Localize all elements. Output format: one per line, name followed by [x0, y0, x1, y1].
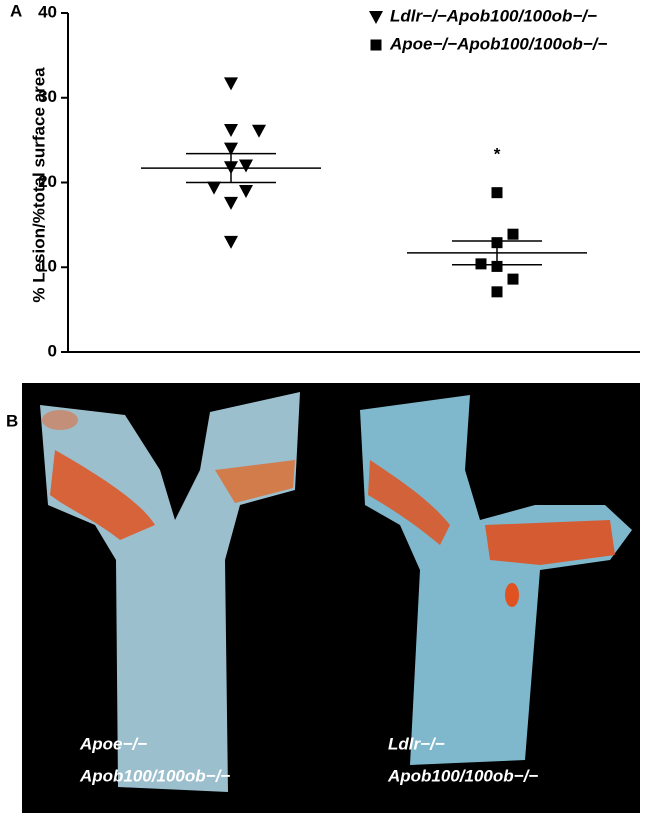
panel-label: B	[6, 411, 18, 430]
data-point	[475, 258, 487, 270]
data-point	[252, 124, 266, 138]
y-tick-label: 40	[38, 2, 57, 21]
data-point	[224, 77, 238, 91]
photo-label: Apob100/100ob−/−	[79, 766, 230, 785]
data-point	[507, 228, 519, 240]
legend-marker	[369, 11, 383, 24]
data-point	[507, 273, 519, 285]
data-point	[224, 196, 238, 210]
lesion	[42, 410, 78, 430]
data-point	[224, 235, 238, 249]
data-point	[491, 286, 503, 298]
data-point	[224, 142, 238, 156]
lesion	[505, 583, 519, 607]
photo	[22, 383, 640, 813]
y-tick-label: 30	[38, 87, 57, 106]
data-point	[491, 187, 503, 199]
photo-label: Ldlr−/−	[388, 734, 445, 753]
legend-label: Ldlr−/−Apob100/100ob−/−	[390, 6, 597, 25]
data-point	[207, 181, 221, 195]
photo-label: Apoe−/−	[79, 734, 147, 753]
y-tick-label: 10	[38, 257, 57, 276]
legend-marker	[370, 39, 382, 51]
lesion	[50, 450, 155, 540]
data-point	[239, 184, 253, 198]
aorta-right	[360, 395, 632, 765]
data-point	[239, 159, 253, 173]
legend-label: Apoe−/−Apob100/100ob−/−	[389, 34, 607, 53]
annotation: *	[494, 144, 501, 163]
data-point	[491, 260, 503, 272]
y-axis-label: % Lesion/%total surface area	[29, 67, 48, 303]
lesion	[215, 460, 295, 503]
y-tick-label: 0	[48, 341, 57, 360]
lesion	[485, 520, 615, 565]
lesion	[368, 460, 450, 545]
data-point	[224, 123, 238, 137]
photo-label: Apob100/100ob−/−	[387, 766, 538, 785]
y-tick-label: 20	[38, 172, 57, 191]
panel-label: A	[10, 1, 22, 20]
